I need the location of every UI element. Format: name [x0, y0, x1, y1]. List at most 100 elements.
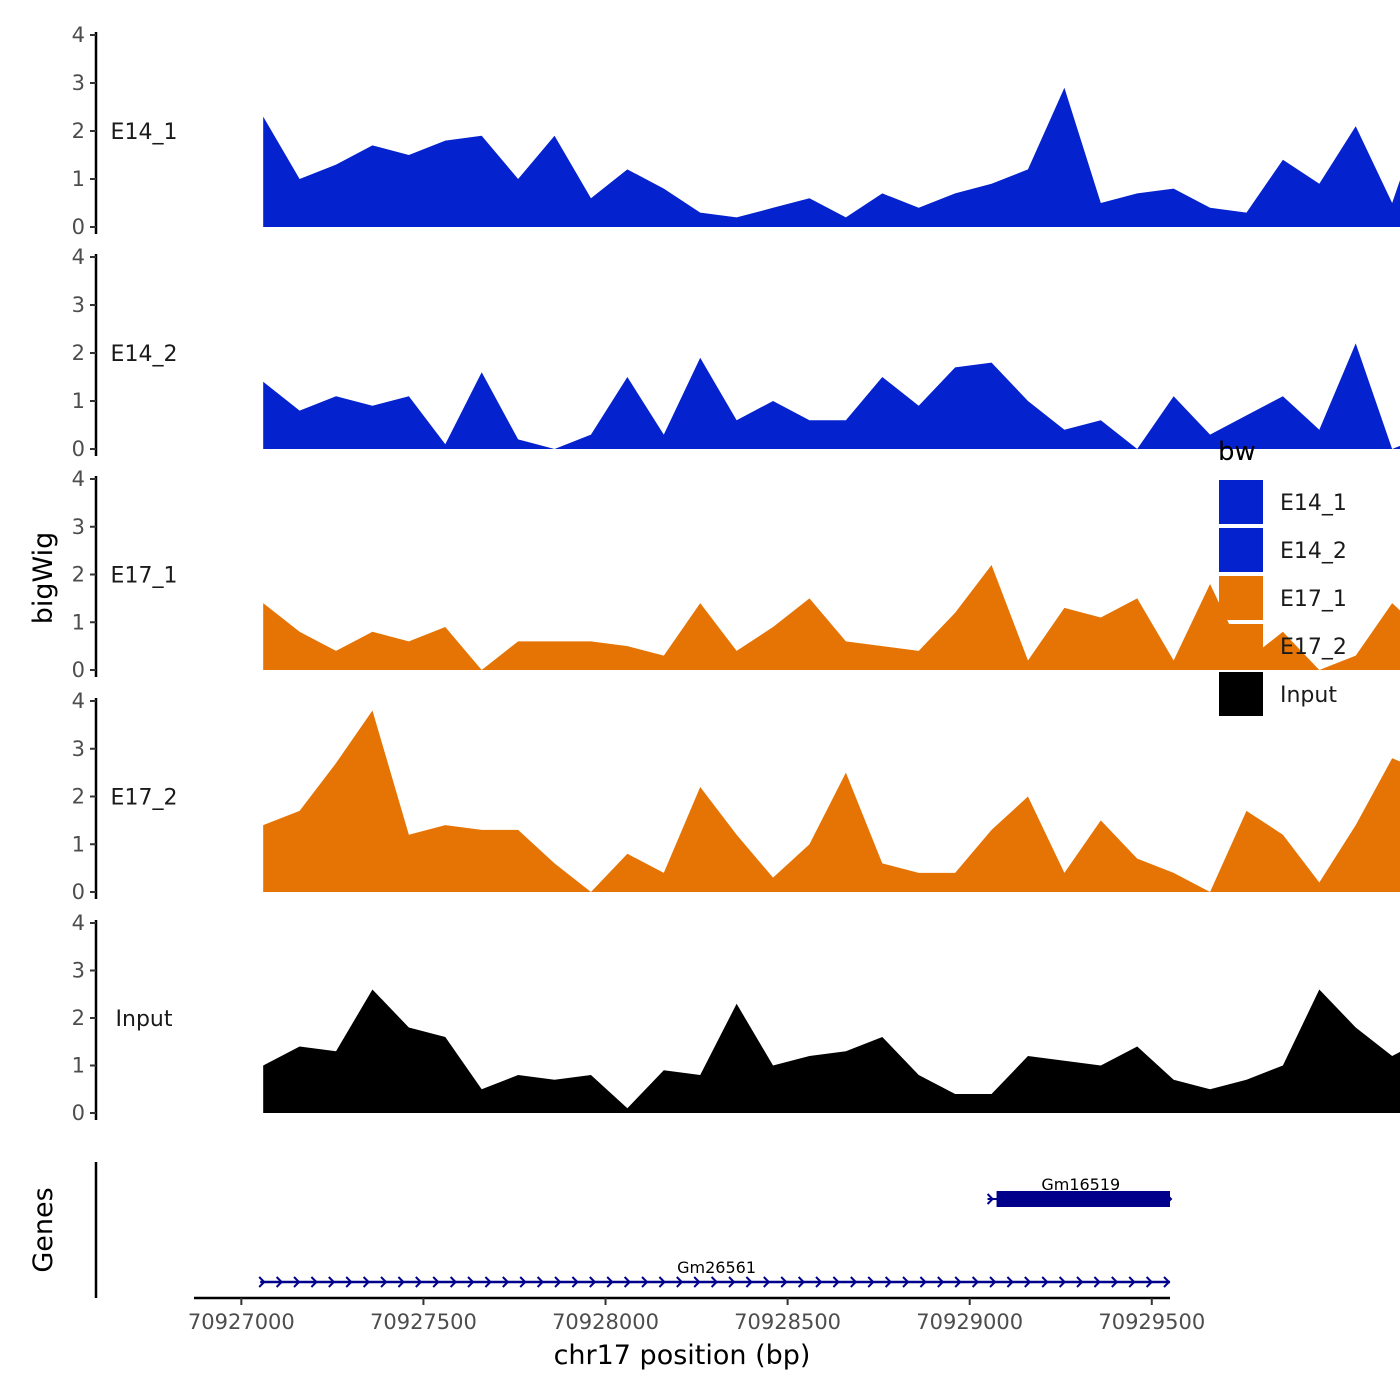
- gene-strand-arrow: [328, 1276, 336, 1288]
- legend-label-E17_1: E17_1: [1280, 587, 1347, 612]
- gene-strand-arrow: [571, 1276, 579, 1288]
- genes-layer: Gm16519 Gm26561: [258, 1175, 1173, 1288]
- legend-title: bw: [1218, 437, 1256, 467]
- legend-swatch-Input: [1219, 672, 1263, 716]
- gene-strand-arrow: [954, 1276, 962, 1288]
- gene-strand-arrow: [745, 1276, 753, 1288]
- y-tick-label-E14_2-2: 2: [72, 341, 85, 365]
- gene-label-Gm26561: Gm26561: [677, 1258, 756, 1277]
- legend-item-E17_1: E17_1: [1219, 576, 1347, 620]
- y-tick-label-E17_1-1: 1: [72, 610, 85, 634]
- gene-strand-arrow: [623, 1276, 632, 1288]
- legend-label-Input: Input: [1280, 683, 1337, 708]
- y-tick-label-E14_1-0: 0: [72, 215, 85, 239]
- gene-strand-arrow: [1163, 1276, 1171, 1288]
- legend-item-E14_1: E14_1: [1219, 480, 1347, 524]
- x-tick-label-70927000: 70927000: [188, 1310, 295, 1334]
- track-E17_1: 0 1 2 3 4 E17_1: [72, 467, 1400, 682]
- gene-exon-Gm16519: [996, 1191, 1170, 1207]
- gene-strand-arrow: [641, 1276, 649, 1288]
- x-ticks: 70927000 70927500 70928000 70928500 70929000…: [188, 1298, 1205, 1334]
- y-tick-label-E17_1-2: 2: [72, 563, 85, 587]
- gene-strand-arrow: [345, 1276, 353, 1288]
- gene-strand-arrow: [467, 1276, 475, 1288]
- gene-strand-arrow: [310, 1276, 318, 1288]
- gene-strand-arrow: [832, 1276, 840, 1288]
- legend-label-E14_1: E14_1: [1280, 491, 1347, 516]
- gene-strand-arrow: [1145, 1276, 1154, 1288]
- y-tick-label-E14_1-2: 2: [72, 119, 85, 143]
- y-tick-label-E17_1-0: 0: [72, 658, 85, 682]
- gene-strand-arrow: [449, 1276, 458, 1288]
- gene-strand-arrow: [676, 1276, 684, 1288]
- x-tick-label-70928000: 70928000: [552, 1310, 659, 1334]
- track-label-Input: Input: [116, 1007, 173, 1032]
- gene-strand-arrow: [867, 1276, 875, 1288]
- track-label-E17_1: E17_1: [111, 564, 178, 589]
- gene-strand-arrow: [415, 1276, 423, 1288]
- gene-strand-arrow: [502, 1276, 510, 1288]
- y-tick-label-Input-3: 3: [72, 959, 85, 983]
- y-tick-label-E17_2-3: 3: [72, 737, 85, 761]
- gene-strand-arrow: [432, 1276, 440, 1288]
- legend-item-E14_2: E14_2: [1219, 528, 1347, 572]
- y-tick-label-E14_2-0: 0: [72, 437, 85, 461]
- y-tick-label-E14_2-1: 1: [72, 389, 85, 413]
- area-E14_2: [263, 343, 1400, 449]
- track-label-E14_2: E14_2: [111, 342, 178, 367]
- x-tick-label-70928500: 70928500: [734, 1310, 841, 1334]
- coverage-tracks: 0 1 2 3 4 E14_1 0 1 2 3 4 E14_2 0 1 2 3 4 E17_1 0 1 2 3 4 E17_2…: [72, 23, 1400, 1125]
- gene-strand-arrow: [710, 1276, 719, 1288]
- gene-strand-arrow: [589, 1276, 597, 1288]
- track-label-E17_2: E17_2: [111, 786, 178, 811]
- gene-strand-arrow: [658, 1276, 666, 1288]
- y-tick-label-E14_1-3: 3: [72, 71, 85, 95]
- y-tick-label-E14_2-4: 4: [72, 245, 85, 269]
- gene-strand-arrow: [989, 1276, 997, 1288]
- gene-strand-arrow: [1093, 1276, 1101, 1288]
- y-tick-label-E17_2-2: 2: [72, 785, 85, 809]
- gene-strand-arrow: [1041, 1276, 1049, 1288]
- gene-strand-arrow: [797, 1276, 806, 1288]
- y-tick-label-E17_2-4: 4: [72, 689, 85, 713]
- y-tick-label-E14_2-3: 3: [72, 293, 85, 317]
- gene-strand-arrow: [884, 1276, 893, 1288]
- gene-strand-arrow: [275, 1276, 284, 1288]
- track-Input: 0 1 2 3 4 Input: [72, 911, 1400, 1125]
- genes-panel: Genes Gm16519 Gm26561: [28, 1162, 1173, 1298]
- gene-strand-arrow: [937, 1276, 945, 1288]
- area-E17_2: [263, 710, 1400, 892]
- legend-label-E17_2: E17_2: [1280, 635, 1347, 660]
- gene-strand-arrow: [1165, 1193, 1173, 1205]
- gene-strand-arrow: [397, 1276, 405, 1288]
- gene-strand-arrow: [728, 1276, 736, 1288]
- gene-strand-arrow: [850, 1276, 858, 1288]
- gene-strand-arrow: [902, 1276, 910, 1288]
- legend-item-E17_2: E17_2: [1219, 624, 1347, 668]
- gene-strand-arrow: [380, 1276, 388, 1288]
- y-axis-title: bigWig: [28, 532, 59, 625]
- area-E17_1: [263, 564, 1400, 670]
- gene-strand-arrow: [986, 1193, 994, 1205]
- legend-label-E14_2: E14_2: [1280, 539, 1347, 564]
- gene-strand-arrow: [763, 1276, 771, 1288]
- legend: bw E14_1 E14_2 E17_1 E17_2 Input: [1218, 437, 1347, 716]
- gene-Gm16519: Gm16519: [986, 1175, 1173, 1207]
- y-tick-label-E14_1-1: 1: [72, 167, 85, 191]
- area-Input: [263, 989, 1400, 1113]
- legend-swatch-E14_1: [1219, 480, 1263, 524]
- y-tick-label-E17_1-3: 3: [72, 515, 85, 539]
- gene-Gm26561: Gm26561: [258, 1258, 1171, 1288]
- y-tick-label-Input-4: 4: [72, 911, 85, 935]
- gene-strand-arrow: [519, 1276, 527, 1288]
- y-tick-label-E17_2-0: 0: [72, 880, 85, 904]
- gene-strand-arrow: [536, 1276, 545, 1288]
- gene-strand-arrow: [1128, 1276, 1136, 1288]
- gene-strand-arrow: [693, 1276, 701, 1288]
- track-E14_2: 0 1 2 3 4 E14_2: [72, 245, 1400, 461]
- gene-strand-arrow: [1076, 1276, 1084, 1288]
- x-tick-label-70927500: 70927500: [370, 1310, 477, 1334]
- gene-strand-arrow: [1111, 1276, 1119, 1288]
- x-tick-label-70929000: 70929000: [916, 1310, 1023, 1334]
